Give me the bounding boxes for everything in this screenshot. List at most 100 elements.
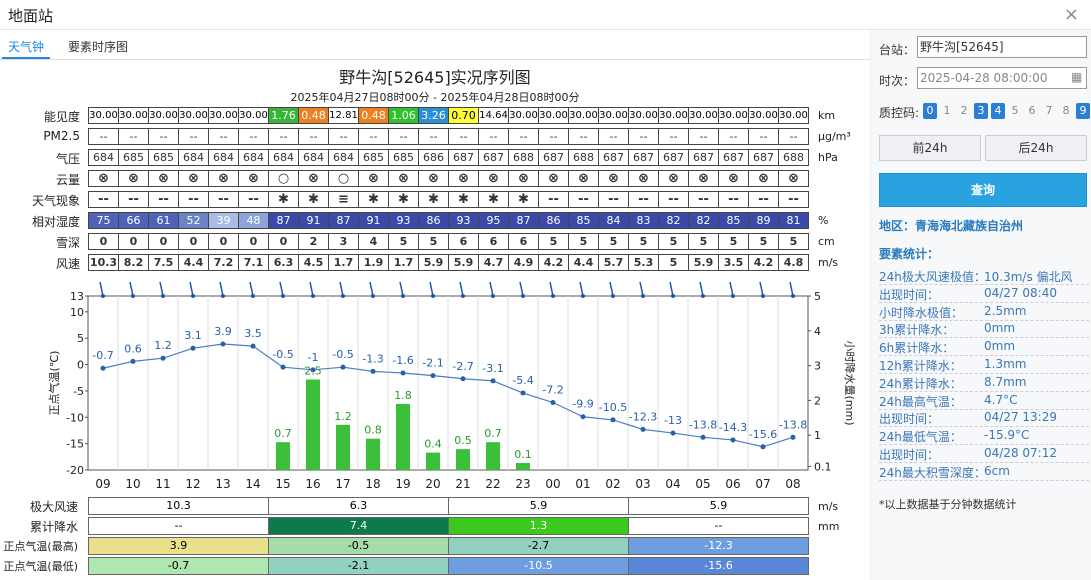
summary-cell: 3.9	[88, 537, 269, 555]
summary-label: 累计降水	[29, 520, 78, 534]
x-tick-label: 08	[785, 477, 800, 491]
y-tick-label: 0	[77, 359, 84, 372]
table-cell: --	[388, 128, 419, 145]
wind-barb	[789, 281, 794, 297]
window-title: 地面站	[8, 7, 54, 25]
prev-24h-button[interactable]: 前24h	[879, 135, 981, 161]
query-button[interactable]: 查询	[879, 173, 1087, 207]
table-cell: 85	[568, 212, 599, 229]
temperature-point	[130, 358, 136, 364]
table-cell: 4.2	[538, 254, 569, 271]
stat-value: 04/27 08:40	[984, 285, 1057, 300]
qc-code[interactable]: 8	[1062, 104, 1070, 117]
next-24h-button[interactable]: 后24h	[985, 135, 1087, 161]
calendar-icon[interactable]: ▦	[1071, 70, 1083, 84]
table-cell: ✱	[478, 191, 509, 208]
stat-row: 24h极大风速极值： 10.3m/s 偏北风	[879, 268, 1089, 285]
table-cell: 0.48	[298, 107, 329, 124]
close-icon[interactable]: ×	[1063, 4, 1079, 25]
summary-unit: mm	[818, 520, 840, 533]
qc-code[interactable]: 9	[1076, 103, 1090, 119]
stat-key: 出现时间：	[879, 448, 940, 462]
table-cell: 83	[628, 212, 659, 229]
table-cell: 0	[178, 233, 209, 250]
qc-code[interactable]: 4	[991, 103, 1005, 119]
table-cell: 4.2	[748, 254, 779, 271]
temperature-label: -1.3	[362, 352, 383, 365]
table-cell: --	[118, 191, 149, 208]
table-cell: 4.5	[298, 254, 329, 271]
temperature-point	[730, 437, 736, 443]
x-tick-label: 11	[155, 477, 170, 491]
table-cell: --	[418, 128, 449, 145]
x-tick-label: 20	[425, 477, 440, 491]
table-cell: ⊗	[628, 170, 659, 187]
table-cell: 1.9	[358, 254, 389, 271]
time-input[interactable]: 2025-04-28 08:00:00	[917, 67, 1087, 89]
wind-barb-dot	[311, 294, 315, 298]
x-tick-label: 00	[545, 477, 560, 491]
wind-barb	[729, 281, 734, 297]
wind-barb-dot	[281, 294, 285, 298]
table-cell: 5	[628, 233, 659, 250]
wind-barb-dot	[401, 294, 405, 298]
stat-row: 出现时间： 04/27 13:29	[879, 410, 1089, 428]
table-cell: 30.00	[148, 107, 179, 124]
wind-barb	[189, 281, 194, 297]
table-cell: 7.5	[148, 254, 179, 271]
wind-barb-dot	[161, 294, 165, 298]
x-tick-label: 18	[365, 477, 380, 491]
x-tick-label: 04	[665, 477, 680, 491]
table-cell: 7.2	[208, 254, 239, 271]
stat-value: 0mm	[984, 339, 1016, 354]
table-cell: 91	[358, 212, 389, 229]
table-cell: 30.00	[778, 107, 809, 124]
summary-unit: m/s	[818, 500, 839, 513]
temperature-point	[790, 434, 796, 440]
temperature-point	[760, 444, 766, 450]
temperature-point	[280, 364, 286, 370]
station-input[interactable]: 野牛沟[52645]	[917, 36, 1087, 58]
table-cell: 30.00	[628, 107, 659, 124]
y-tick-label: -20	[66, 464, 84, 477]
temperature-label: -0.5	[272, 348, 293, 361]
table-cell: --	[688, 128, 719, 145]
table-cell: 30.00	[88, 107, 119, 124]
table-cell: 30.00	[178, 107, 209, 124]
table-cell: --	[88, 128, 119, 145]
summary-cell: -0.5	[268, 537, 449, 555]
precip-label: 0.8	[364, 424, 382, 437]
qc-code[interactable]: 6	[1028, 104, 1036, 117]
qc-code[interactable]: 3	[974, 103, 988, 119]
wind-barb-dot	[731, 294, 735, 298]
table-cell: --	[178, 191, 209, 208]
stat-key: 24h极大风速极值：	[879, 270, 986, 284]
window-titlebar: 地面站 ×	[0, 0, 1091, 30]
qc-code[interactable]: 5	[1011, 104, 1019, 117]
table-cell: 30.00	[568, 107, 599, 124]
table-cell: --	[328, 128, 359, 145]
table-cell: ⊗	[448, 170, 479, 187]
wind-barb-dot	[551, 294, 555, 298]
temperature-point	[550, 400, 556, 406]
wind-barb-dot	[581, 294, 585, 298]
tab-element-timeseries[interactable]: 要素时序图	[68, 40, 129, 54]
wind-barb	[639, 281, 644, 297]
stat-key: 小时降水极值：	[879, 305, 964, 320]
tab-weather-clock[interactable]: 天气钟	[2, 36, 51, 59]
wind-barb	[309, 281, 314, 297]
stat-row: 24h累计降水： 8.7mm	[879, 375, 1089, 392]
x-tick-label: 05	[695, 477, 710, 491]
qc-code[interactable]: 7	[1045, 104, 1053, 117]
qc-code[interactable]: 1	[943, 104, 951, 117]
stat-row: 3h累计降水： 0mm	[879, 321, 1089, 339]
table-cell: --	[118, 128, 149, 145]
side-panel: 台站： 野牛沟[52645] 时次： 2025-04-28 08:00:00 ▦…	[870, 30, 1091, 580]
qc-code[interactable]: 0	[923, 103, 937, 119]
table-cell: --	[268, 128, 299, 145]
wind-barb-dot	[131, 294, 135, 298]
temperature-label: -14.3	[719, 421, 747, 434]
qc-code[interactable]: 2	[960, 104, 968, 117]
table-cell: --	[358, 128, 389, 145]
table-cell: --	[238, 191, 269, 208]
